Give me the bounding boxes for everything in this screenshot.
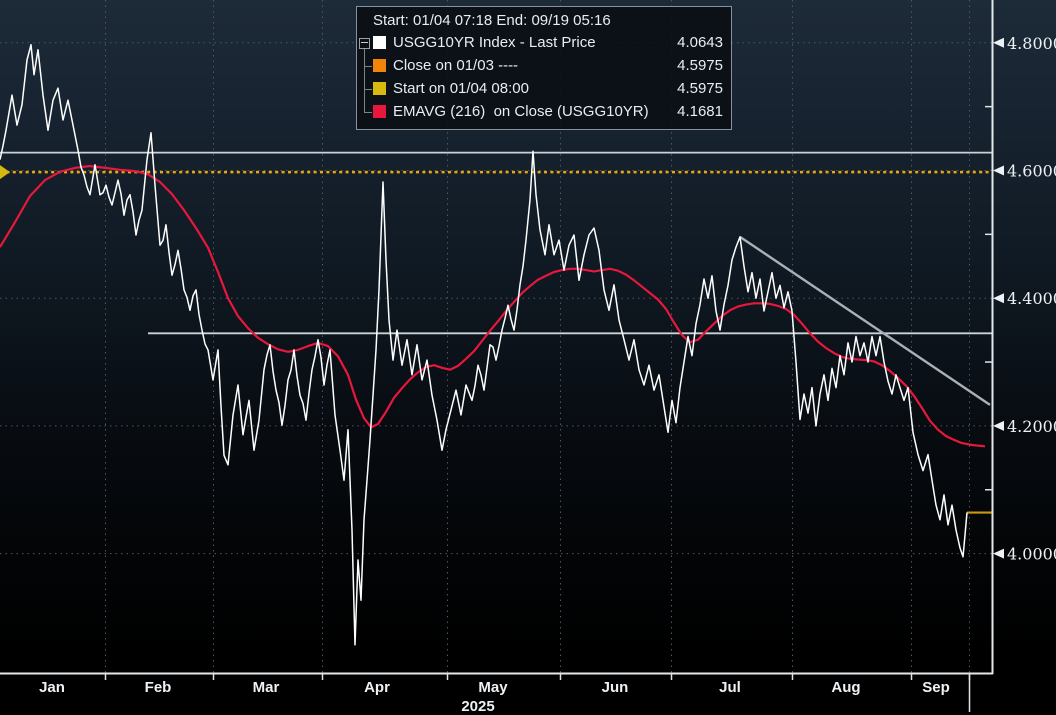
y-tick-arrow-icon — [993, 37, 1004, 48]
downtrend-line — [739, 235, 991, 406]
y-tick-arrow-icon — [993, 548, 1004, 559]
x-axis-month-label: Jul — [719, 679, 741, 696]
y-axis-label: 4.4000 — [1007, 289, 1056, 308]
chart-period-title: Start: 01/04 07:18 End: 09/19 05:16 — [373, 12, 611, 29]
y-axis-label: 4.0000 — [1007, 545, 1056, 564]
series-value: 4.0643 — [677, 34, 723, 51]
y-tick-arrow-icon — [993, 165, 1004, 176]
legend-row[interactable]: EMAVG (216) on Close (USGG10YR) 4.1681 — [373, 100, 723, 123]
x-axis-month-label: Jan — [39, 679, 65, 696]
x-axis-year-label: 2025 — [461, 698, 494, 715]
series-color-swatch — [373, 105, 386, 118]
legend-rows: USGG10YR Index - Last Price 4.0643 Close o… — [373, 31, 723, 123]
series-value: 4.1681 — [677, 103, 723, 120]
legend-tree-stub — [364, 89, 372, 90]
emavg-line — [0, 164, 986, 448]
legend-tree-line — [364, 49, 365, 113]
x-axis-month-label: Jun — [602, 679, 629, 696]
y-tick-arrow-icon — [993, 293, 1004, 304]
series-value: 4.5975 — [677, 57, 723, 74]
x-axis-month-label: Aug — [831, 679, 860, 696]
y-tick-arrow-icon — [993, 420, 1004, 431]
price-line — [0, 43, 968, 646]
x-axis-month-label: Mar — [253, 679, 280, 696]
x-axis-month-label: Sep — [922, 679, 950, 696]
x-axis-month-label: Feb — [145, 679, 172, 696]
legend-tree-stub — [364, 66, 372, 67]
series-label: EMAVG (216) on Close (USGG10YR) — [393, 103, 649, 120]
start-marker-icon — [0, 165, 10, 180]
y-axis-label: 4.2000 — [1007, 417, 1056, 436]
y-axis-label: 4.8000 — [1007, 34, 1056, 53]
chart-legend-panel[interactable]: Start: 01/04 07:18 End: 09/19 05:16 USGG… — [356, 6, 732, 130]
series-value: 4.5975 — [677, 80, 723, 97]
series-color-swatch — [373, 36, 386, 49]
legend-tree-stub — [364, 112, 372, 113]
legend-row[interactable]: Close on 01/03 ---- 4.5975 — [373, 54, 723, 77]
x-axis-month-label: May — [478, 679, 508, 696]
collapse-expander-icon[interactable] — [359, 38, 370, 49]
legend-row[interactable]: Start on 01/04 08:00 4.5975 — [373, 77, 723, 100]
series-color-swatch — [373, 59, 386, 72]
legend-row[interactable]: USGG10YR Index - Last Price 4.0643 — [373, 31, 723, 54]
series-label: Start on 01/04 08:00 — [393, 80, 529, 97]
series-label: USGG10YR Index - Last Price — [393, 34, 596, 51]
y-axis-label: 4.6000 — [1007, 161, 1056, 180]
series-color-swatch — [373, 82, 386, 95]
legend-tree — [359, 7, 373, 129]
series-label: Close on 01/03 ---- — [393, 57, 519, 74]
x-axis-month-label: Apr — [364, 679, 390, 696]
